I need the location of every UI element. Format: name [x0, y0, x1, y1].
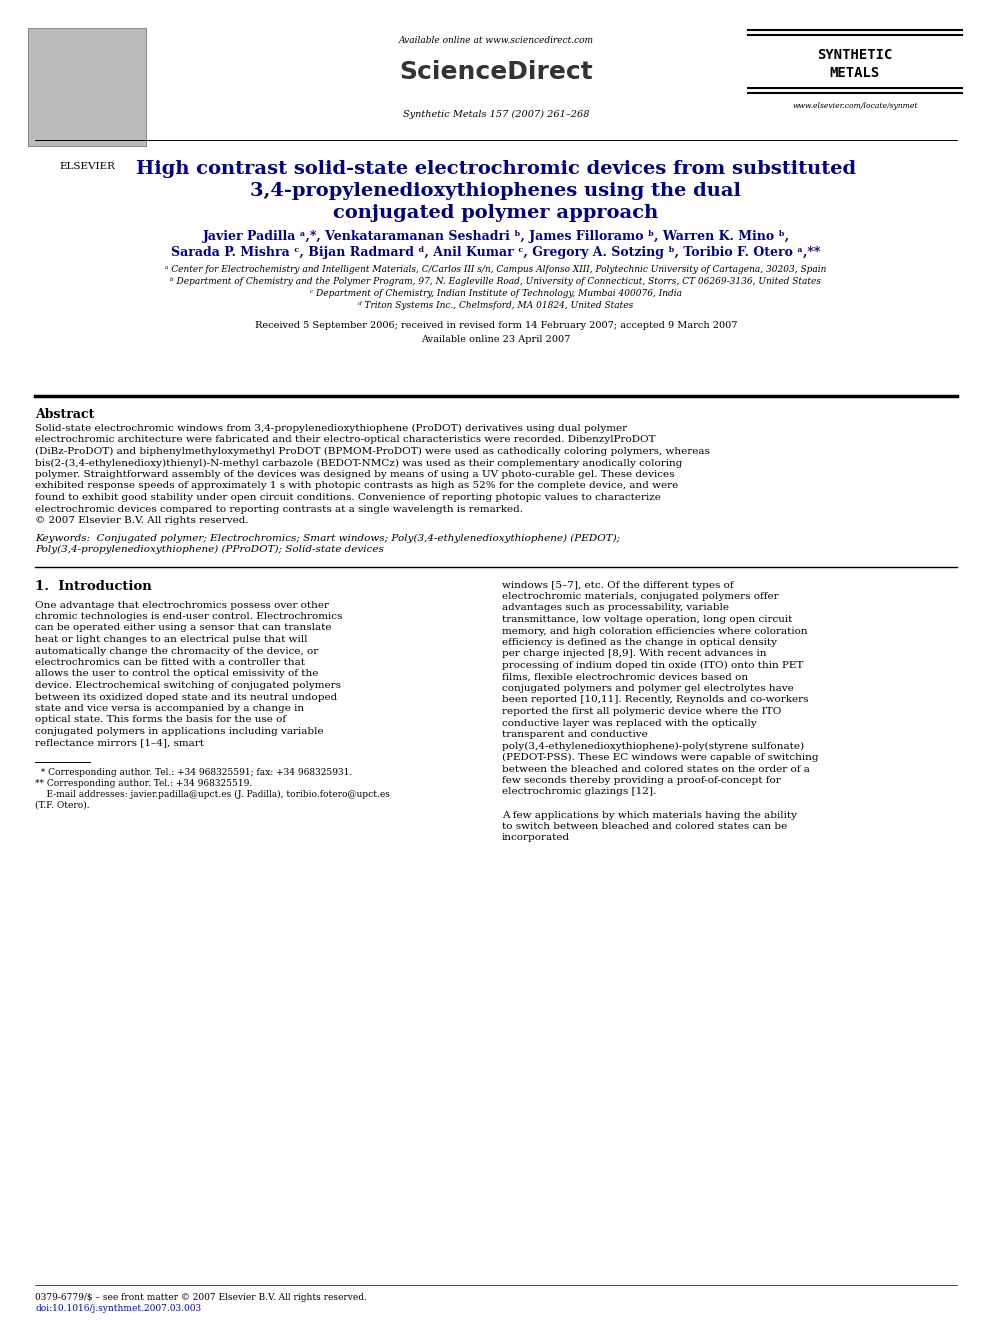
Text: electrochromic materials, conjugated polymers offer: electrochromic materials, conjugated pol… [502, 591, 779, 601]
Text: optical state. This forms the basis for the use of: optical state. This forms the basis for … [35, 716, 286, 725]
Text: memory, and high coloration efficiencies where coloration: memory, and high coloration efficiencies… [502, 627, 807, 635]
Text: conjugated polymer approach: conjugated polymer approach [333, 204, 659, 222]
Text: automatically change the chromacity of the device, or: automatically change the chromacity of t… [35, 647, 318, 655]
Text: electrochromic glazings [12].: electrochromic glazings [12]. [502, 787, 657, 796]
Text: 1.  Introduction: 1. Introduction [35, 581, 152, 594]
Text: ELSEVIER: ELSEVIER [60, 161, 115, 171]
Text: METALS: METALS [830, 66, 880, 79]
Text: polymer. Straightforward assembly of the devices was designed by means of using : polymer. Straightforward assembly of the… [35, 470, 675, 479]
Text: Solid-state electrochromic windows from 3,4-propylenedioxythiophene (ProDOT) der: Solid-state electrochromic windows from … [35, 423, 627, 433]
Text: can be operated either using a sensor that can translate: can be operated either using a sensor th… [35, 623, 331, 632]
Text: E-mail addresses: javier.padilla@upct.es (J. Padilla), toribio.fotero@upct.es: E-mail addresses: javier.padilla@upct.es… [35, 790, 390, 799]
Text: Javier Padilla ᵃ,*, Venkataramanan Seshadri ᵇ, James Filloramo ᵇ, Warren K. Mino: Javier Padilla ᵃ,*, Venkataramanan Sesha… [202, 230, 790, 243]
Text: between its oxidized doped state and its neutral undoped: between its oxidized doped state and its… [35, 692, 337, 701]
Text: reflectance mirrors [1–4], smart: reflectance mirrors [1–4], smart [35, 738, 204, 747]
Text: per charge injected [8,9]. With recent advances in: per charge injected [8,9]. With recent a… [502, 650, 767, 659]
Text: ** Corresponding author. Tel.: +34 968325519.: ** Corresponding author. Tel.: +34 96832… [35, 779, 252, 789]
Text: windows [5–7], etc. Of the different types of: windows [5–7], etc. Of the different typ… [502, 581, 734, 590]
Text: to switch between bleached and colored states can be: to switch between bleached and colored s… [502, 822, 788, 831]
Text: transparent and conductive: transparent and conductive [502, 730, 648, 740]
Text: A few applications by which materials having the ability: A few applications by which materials ha… [502, 811, 797, 819]
Text: ᶜ Department of Chemistry, Indian Institute of Technology, Mumbai 400076, India: ᶜ Department of Chemistry, Indian Instit… [310, 288, 682, 298]
Text: electrochromic architecture were fabricated and their electro-optical characteri: electrochromic architecture were fabrica… [35, 435, 656, 445]
Text: conductive layer was replaced with the optically: conductive layer was replaced with the o… [502, 718, 757, 728]
Text: (T.F. Otero).: (T.F. Otero). [35, 800, 89, 810]
Text: Abstract: Abstract [35, 407, 94, 421]
Text: chromic technologies is end-user control. Electrochromics: chromic technologies is end-user control… [35, 613, 342, 620]
Bar [28, 28, 146, 146]
Text: conjugated polymers and polymer gel electrolytes have: conjugated polymers and polymer gel elec… [502, 684, 794, 693]
Text: bis(2-(3,4-ethylenedioxy)thienyl)-N-methyl carbazole (BEDOT-NMCz) was used as th: bis(2-(3,4-ethylenedioxy)thienyl)-N-meth… [35, 459, 682, 467]
Text: few seconds thereby providing a proof-of-concept for: few seconds thereby providing a proof-of… [502, 777, 781, 785]
Text: allows the user to control the optical emissivity of the: allows the user to control the optical e… [35, 669, 318, 679]
Text: One advantage that electrochromics possess over other: One advantage that electrochromics posse… [35, 601, 329, 610]
Text: doi:10.1016/j.synthmet.2007.03.003: doi:10.1016/j.synthmet.2007.03.003 [35, 1304, 201, 1312]
Text: films, flexible electrochromic devices based on: films, flexible electrochromic devices b… [502, 672, 748, 681]
Text: heat or light changes to an electrical pulse that will: heat or light changes to an electrical p… [35, 635, 308, 644]
Text: electrochromics can be fitted with a controller that: electrochromics can be fitted with a con… [35, 658, 305, 667]
Text: (DiBz-ProDOT) and biphenylmethyloxymethyl ProDOT (BPMOM-ProDOT) were used as cat: (DiBz-ProDOT) and biphenylmethyloxymethy… [35, 447, 710, 456]
Text: Sarada P. Mishra ᶜ, Bijan Radmard ᵈ, Anil Kumar ᶜ, Gregory A. Sotzing ᵇ, Toribio: Sarada P. Mishra ᶜ, Bijan Radmard ᵈ, Ani… [172, 246, 820, 259]
Text: poly(3,4-ethylenedioxythiophene)-poly(styrene sulfonate): poly(3,4-ethylenedioxythiophene)-poly(st… [502, 741, 805, 750]
Text: ScienceDirect: ScienceDirect [399, 60, 593, 83]
Text: 3,4-propylenedioxythiophenes using the dual: 3,4-propylenedioxythiophenes using the d… [251, 183, 741, 200]
Text: found to exhibit good stability under open circuit conditions. Convenience of re: found to exhibit good stability under op… [35, 493, 661, 501]
Text: High contrast solid-state electrochromic devices from substituted: High contrast solid-state electrochromic… [136, 160, 856, 179]
Text: device. Electrochemical switching of conjugated polymers: device. Electrochemical switching of con… [35, 681, 341, 691]
Text: processing of indium doped tin oxide (ITO) onto thin PET: processing of indium doped tin oxide (IT… [502, 662, 804, 671]
Text: ᵈ Triton Systems Inc., Chelmsford, MA 01824, United States: ᵈ Triton Systems Inc., Chelmsford, MA 01… [358, 302, 634, 310]
Text: advantages such as processability, variable: advantages such as processability, varia… [502, 603, 729, 613]
Text: incorporated: incorporated [502, 833, 570, 843]
Text: transmittance, low voltage operation, long open circuit: transmittance, low voltage operation, lo… [502, 615, 793, 624]
Text: (PEDOT-PSS). These EC windows were capable of switching: (PEDOT-PSS). These EC windows were capab… [502, 753, 818, 762]
Text: state and vice versa is accompanied by a change in: state and vice versa is accompanied by a… [35, 704, 305, 713]
Text: ᵃ Center for Electrochemistry and Intelligent Materials, C/Carlos III s/n, Campu: ᵃ Center for Electrochemistry and Intell… [166, 265, 826, 274]
Text: conjugated polymers in applications including variable: conjugated polymers in applications incl… [35, 728, 323, 736]
Text: efficiency is defined as the change in optical density: efficiency is defined as the change in o… [502, 638, 777, 647]
Text: * Corresponding author. Tel.: +34 968325591; fax: +34 968325931.: * Corresponding author. Tel.: +34 968325… [35, 767, 352, 777]
Text: ᵇ Department of Chemistry and the Polymer Program, 97, N. Eagleville Road, Unive: ᵇ Department of Chemistry and the Polyme… [171, 277, 821, 286]
Text: Poly(3,4-propylenedioxythiophene) (PProDOT); Solid-state devices: Poly(3,4-propylenedioxythiophene) (PProD… [35, 545, 384, 554]
Text: between the bleached and colored states on the order of a: between the bleached and colored states … [502, 765, 809, 774]
Text: www.elsevier.com/locate/synmet: www.elsevier.com/locate/synmet [793, 102, 918, 110]
Text: Available online 23 April 2007: Available online 23 April 2007 [422, 335, 570, 344]
Text: reported the first all polymeric device where the ITO: reported the first all polymeric device … [502, 706, 782, 716]
Text: electrochromic devices compared to reporting contrasts at a single wavelength is: electrochromic devices compared to repor… [35, 504, 523, 513]
Text: SYNTHETIC: SYNTHETIC [817, 48, 893, 62]
Text: exhibited response speeds of approximately 1 s with photopic contrasts as high a: exhibited response speeds of approximate… [35, 482, 679, 491]
Text: Available online at www.sciencedirect.com: Available online at www.sciencedirect.co… [399, 36, 593, 45]
Text: Keywords:  Conjugated polymer; Electrochromics; Smart windows; Poly(3,4-ethylene: Keywords: Conjugated polymer; Electrochr… [35, 533, 620, 542]
Text: 0379-6779/$ – see front matter © 2007 Elsevier B.V. All rights reserved.: 0379-6779/$ – see front matter © 2007 El… [35, 1293, 367, 1302]
Text: Received 5 September 2006; received in revised form 14 February 2007; accepted 9: Received 5 September 2006; received in r… [255, 321, 737, 329]
Text: Synthetic Metals 157 (2007) 261–268: Synthetic Metals 157 (2007) 261–268 [403, 110, 589, 119]
Text: © 2007 Elsevier B.V. All rights reserved.: © 2007 Elsevier B.V. All rights reserved… [35, 516, 249, 525]
Text: been reported [10,11]. Recently, Reynolds and co-workers: been reported [10,11]. Recently, Reynold… [502, 696, 808, 705]
